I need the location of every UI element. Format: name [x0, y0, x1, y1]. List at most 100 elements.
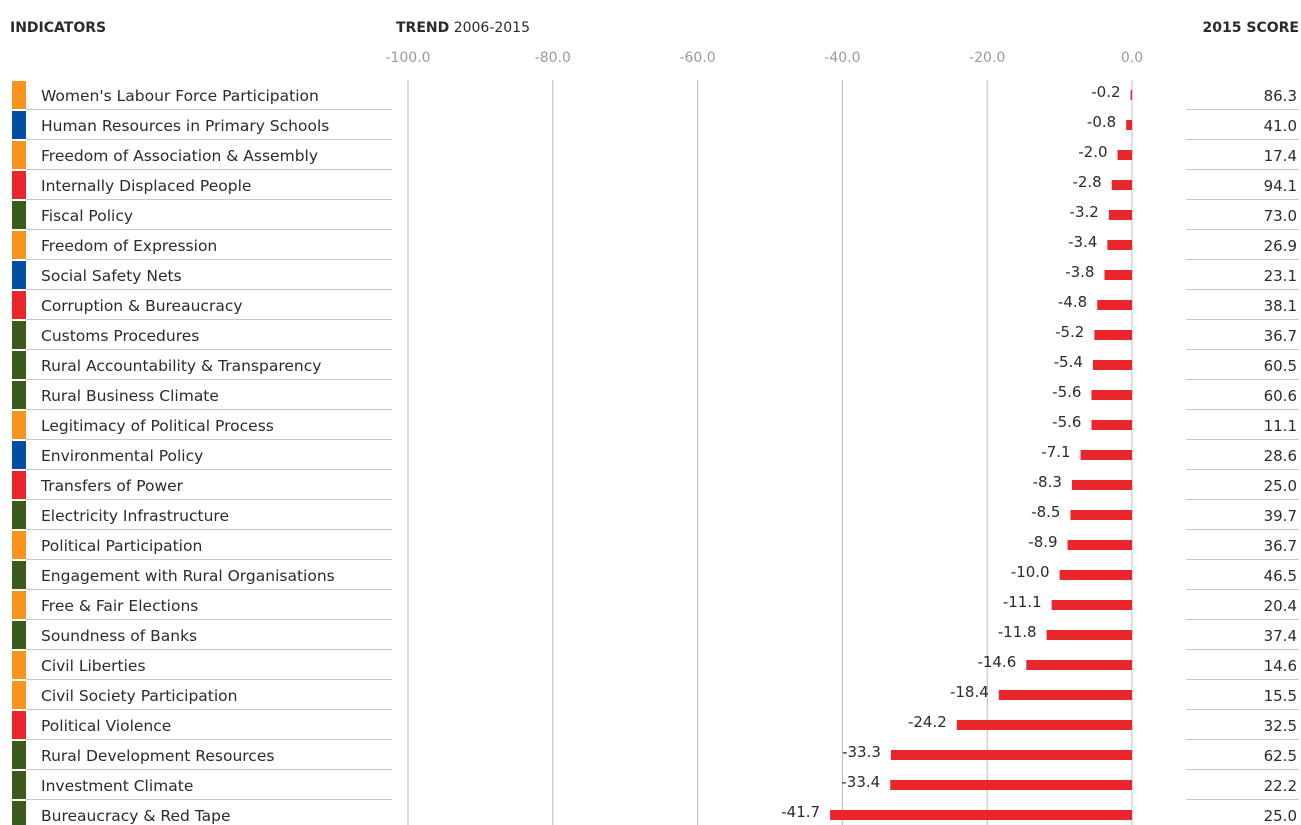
indicator-label: Engagement with Rural Organisations — [41, 567, 335, 585]
trend-bar — [1094, 330, 1132, 340]
trend-value-label: -11.1 — [1003, 593, 1042, 611]
trend-bar — [1108, 210, 1132, 220]
trend-bar — [830, 810, 1132, 820]
trend-value-label: -5.2 — [1055, 323, 1084, 341]
score-value: 17.4 — [1264, 147, 1297, 165]
score-value: 25.0 — [1264, 477, 1297, 495]
category-marker — [12, 111, 26, 139]
category-marker — [12, 531, 26, 559]
trend-bar — [1071, 480, 1132, 490]
score-value: 36.7 — [1264, 537, 1297, 555]
trend-value-label: -8.3 — [1033, 473, 1062, 491]
trend-bar — [1130, 90, 1133, 100]
indicator-label: Women's Labour Force Participation — [41, 87, 319, 105]
trend-bar — [890, 750, 1132, 760]
category-marker — [12, 231, 26, 259]
score-value: 14.6 — [1264, 657, 1297, 675]
category-marker — [12, 81, 26, 109]
category-marker — [12, 771, 26, 799]
trend-bar — [1067, 540, 1132, 550]
category-marker — [12, 441, 26, 469]
score-value: 32.5 — [1264, 717, 1297, 735]
trend-value-label: -18.4 — [950, 683, 989, 701]
indicator-label: Investment Climate — [41, 777, 193, 795]
category-marker — [12, 291, 26, 319]
trend-value-label: -3.8 — [1065, 263, 1094, 281]
trend-bar — [956, 720, 1132, 730]
score-value: 11.1 — [1264, 417, 1297, 435]
trend-value-label: -24.2 — [908, 713, 947, 731]
indicator-label: Political Violence — [41, 717, 171, 735]
trend-header: TREND 2006-2015 — [396, 20, 530, 36]
score-value: 28.6 — [1264, 447, 1297, 465]
indicator-label: Political Participation — [41, 537, 202, 555]
indicator-label: Rural Business Climate — [41, 387, 219, 405]
trend-bar — [1091, 420, 1132, 430]
trend-bar — [1080, 450, 1132, 460]
score-value: 46.5 — [1264, 567, 1297, 585]
category-marker — [12, 381, 26, 409]
indicator-label: Soundness of Banks — [41, 627, 197, 645]
trend-value-label: -2.0 — [1078, 143, 1107, 161]
trend-value-label: -41.7 — [781, 803, 820, 821]
category-marker — [12, 171, 26, 199]
trend-bar — [890, 780, 1132, 790]
x-tick-label: -40.0 — [824, 50, 860, 66]
x-tick-label: 0.0 — [1121, 50, 1143, 66]
trend-bar — [998, 690, 1132, 700]
trend-value-label: -4.8 — [1058, 293, 1087, 311]
score-value: 60.5 — [1264, 357, 1297, 375]
trend-bar — [1046, 630, 1132, 640]
trend-value-label: -11.8 — [998, 623, 1037, 641]
indicator-label: Civil Liberties — [41, 657, 146, 675]
category-marker — [12, 681, 26, 709]
indicator-label: Social Safety Nets — [41, 267, 182, 285]
trend-value-label: -33.4 — [841, 773, 880, 791]
indicator-label: Legitimacy of Political Process — [41, 417, 274, 435]
indicator-label: Freedom of Association & Assembly — [41, 147, 318, 165]
trend-bar — [1070, 510, 1132, 520]
trend-value-label: -5.6 — [1052, 413, 1081, 431]
score-header: 2015 SCORE — [1202, 20, 1299, 36]
score-value: 73.0 — [1264, 207, 1297, 225]
score-value: 20.4 — [1264, 597, 1297, 615]
trend-bar — [1051, 600, 1132, 610]
score-value: 62.5 — [1264, 747, 1297, 765]
indicator-label: Human Resources in Primary Schools — [41, 117, 329, 135]
indicators-header: INDICATORS — [10, 20, 107, 36]
x-tick-label: -60.0 — [679, 50, 715, 66]
score-value: 86.3 — [1264, 87, 1297, 105]
trend-value-label: -0.8 — [1087, 113, 1116, 131]
category-marker — [12, 351, 26, 379]
indicator-label: Transfers of Power — [40, 477, 184, 495]
category-marker — [12, 141, 26, 169]
category-marker — [12, 591, 26, 619]
trend-bar — [1104, 270, 1132, 280]
indicator-label: Rural Accountability & Transparency — [41, 357, 321, 375]
x-tick-label: -80.0 — [535, 50, 571, 66]
indicator-label: Electricity Infrastructure — [41, 507, 229, 525]
trend-bar — [1092, 360, 1132, 370]
category-marker — [12, 711, 26, 739]
score-value: 94.1 — [1264, 177, 1297, 195]
indicator-label: Freedom of Expression — [41, 237, 217, 255]
category-marker — [12, 741, 26, 769]
trend-bar — [1097, 300, 1132, 310]
score-value: 60.6 — [1264, 387, 1297, 405]
trend-value-label: -2.8 — [1072, 173, 1101, 191]
indicator-label: Rural Development Resources — [41, 747, 274, 765]
score-value: 36.7 — [1264, 327, 1297, 345]
indicator-label: Bureaucracy & Red Tape — [41, 807, 231, 825]
score-value: 41.0 — [1264, 117, 1297, 135]
trend-header-range: 2006-2015 — [453, 20, 530, 36]
indicator-label: Environmental Policy — [41, 447, 203, 465]
trend-value-label: -10.0 — [1011, 563, 1050, 581]
category-marker — [12, 261, 26, 289]
x-tick-label: -100.0 — [385, 50, 430, 66]
category-marker — [12, 651, 26, 679]
score-value: 25.0 — [1264, 807, 1297, 825]
indicator-label: Corruption & Bureaucracy — [41, 297, 243, 315]
x-tick-label: -20.0 — [969, 50, 1005, 66]
trend-header-label: TREND — [396, 20, 450, 36]
